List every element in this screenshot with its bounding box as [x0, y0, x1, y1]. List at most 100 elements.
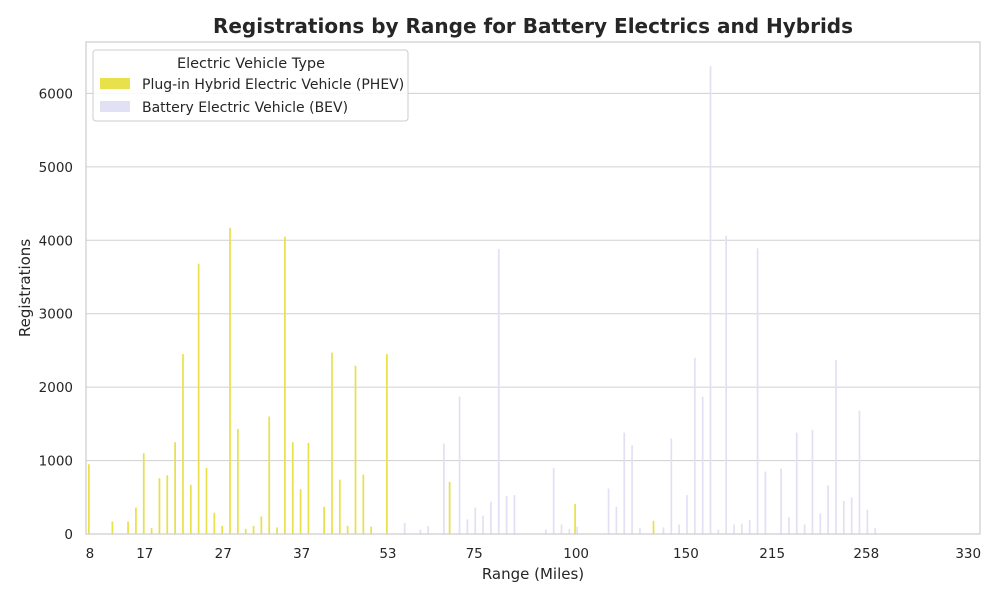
bar-phev [448, 481, 451, 534]
bar-bev [560, 524, 563, 534]
bar-phev [174, 442, 176, 534]
bar-bev [725, 235, 728, 535]
x-tick-label: 330 [955, 546, 981, 562]
bar-bev [788, 517, 790, 534]
bar-phev [284, 236, 286, 534]
bar-bev [443, 443, 445, 534]
x-tick-label: 215 [759, 546, 785, 562]
bar-bev [780, 468, 782, 534]
bar-phev [189, 484, 192, 534]
bar-phev [362, 474, 365, 534]
bar-bev [631, 445, 633, 534]
bar-phev [197, 263, 200, 534]
bar-phev [213, 512, 216, 534]
bar-phev [142, 453, 145, 534]
bar-bev [866, 509, 869, 534]
bar-bev [670, 438, 673, 534]
bar-bev [427, 525, 430, 534]
bar-phev [346, 525, 349, 534]
bar-phev [370, 526, 373, 534]
bar-phev [260, 516, 263, 534]
legend-swatch-bev [100, 101, 130, 112]
bar-bev [741, 523, 743, 534]
legend-label-bev: Battery Electric Vehicle (BEV) [142, 100, 348, 116]
bar-bev [795, 432, 798, 534]
bar-bev [733, 524, 735, 534]
x-tick-label: 8 [86, 546, 95, 562]
bar-bev [419, 529, 422, 534]
x-tick-label: 53 [379, 546, 396, 562]
bar-bev [505, 495, 508, 534]
bar-phev [205, 467, 208, 534]
x-tick-label: 100 [563, 546, 589, 562]
bar-bev [874, 528, 877, 534]
bar-bev [466, 519, 469, 534]
bar-phev [307, 442, 310, 534]
bar-phev [182, 354, 184, 534]
legend-title: Electric Vehicle Type [177, 56, 325, 72]
bar-phev [652, 520, 655, 534]
x-tick-label: 258 [853, 546, 879, 562]
bar-phev [268, 416, 271, 534]
bar-bev [639, 528, 641, 534]
bar-phev [354, 365, 357, 534]
bar-bev [544, 529, 547, 534]
bar-phev [574, 503, 576, 534]
bar-bev [756, 248, 759, 535]
bar-bev [709, 66, 712, 534]
x-tick-label: 37 [293, 546, 310, 562]
legend: Electric Vehicle Type Plug-in Hybrid Ele… [92, 49, 409, 122]
bar-bev [827, 485, 830, 534]
bar-phev [276, 527, 278, 534]
y-tick-label: 4000 [39, 233, 73, 249]
x-tick-label: 75 [466, 546, 483, 562]
legend-box [92, 49, 409, 122]
bar-bev [615, 506, 618, 534]
bar-bev [835, 359, 837, 534]
y-tick-label: 6000 [39, 86, 73, 102]
bar-bev [842, 500, 845, 534]
y-tick-label: 3000 [39, 307, 73, 323]
bar-phev [221, 525, 224, 534]
bar-phev [87, 464, 90, 534]
legend-swatch-phev [100, 78, 130, 89]
bar-bev [819, 513, 822, 534]
x-axis-label: Range (Miles) [482, 565, 584, 583]
bar-bev [490, 501, 492, 534]
bar-bev [403, 522, 406, 534]
bar-bev [513, 495, 516, 534]
y-axis-label: Registrations [16, 239, 34, 337]
bar-phev [158, 478, 161, 534]
y-tick-label: 1000 [39, 454, 73, 470]
bar-bev [686, 495, 688, 534]
y-tick-label: 5000 [39, 160, 73, 176]
bar-phev [150, 528, 153, 534]
y-tick-label: 0 [64, 527, 73, 543]
y-tick-label: 2000 [39, 380, 73, 396]
bar-bev [552, 467, 555, 534]
bar-phev [127, 521, 129, 534]
bar-bev [701, 396, 704, 534]
bar-phev [385, 354, 388, 534]
bar-bev [568, 528, 571, 534]
bars [87, 66, 877, 535]
bar-phev [252, 525, 255, 534]
bar-phev [323, 506, 325, 534]
bar-bev [764, 471, 767, 534]
bar-bev [576, 526, 579, 534]
bar-bev [662, 527, 665, 534]
chart-title: Registrations by Range for Battery Elect… [213, 14, 853, 38]
bar-bev [858, 410, 861, 534]
bar-bev [482, 515, 484, 534]
bar-phev [291, 442, 294, 534]
bar-phev [111, 521, 114, 534]
bar-bev [850, 497, 853, 534]
bar-phev [166, 475, 169, 534]
bar-bev [497, 249, 500, 534]
bar-bev [803, 524, 806, 534]
bar-phev [244, 528, 247, 534]
bar-bev [811, 429, 814, 534]
bar-bev [458, 396, 461, 534]
